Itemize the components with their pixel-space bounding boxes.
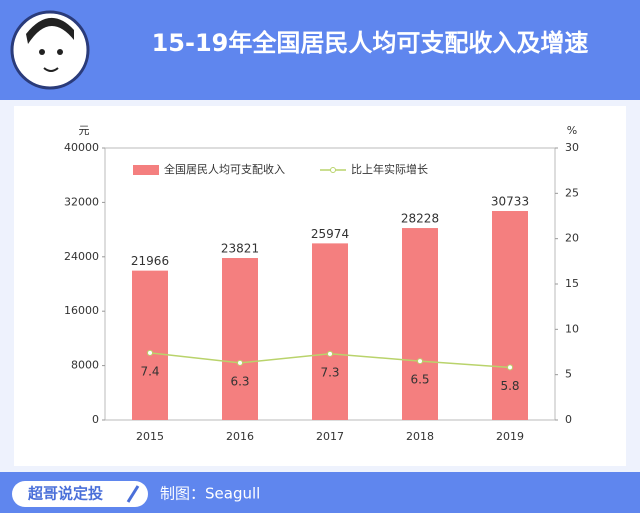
legend-swatch	[330, 167, 336, 173]
legend-swatch	[133, 165, 159, 175]
x-tick-label: 2015	[136, 430, 164, 443]
y2-tick-label: 25	[565, 186, 579, 199]
legend-label: 全国居民人均可支配收入	[164, 162, 285, 176]
y-tick-label: 16000	[64, 304, 99, 317]
y2-tick-label: 0	[565, 413, 572, 426]
bar-label: 23821	[221, 242, 259, 256]
line-label: 6.5	[410, 373, 429, 387]
bar	[492, 211, 528, 420]
brand: 超哥说定投	[27, 485, 103, 503]
bar-label: 25974	[311, 227, 349, 241]
y2-tick-label: 30	[565, 141, 579, 154]
y-tick-label: 0	[92, 413, 99, 426]
line-point	[327, 350, 333, 357]
x-tick-label: 2016	[226, 430, 254, 443]
line-label: 7.4	[140, 364, 159, 378]
line-point	[147, 349, 153, 356]
bar	[132, 270, 168, 420]
bar-label: 30733	[491, 195, 529, 209]
bar-label: 28228	[401, 212, 439, 226]
bar	[222, 258, 258, 420]
y-tick-label: 8000	[71, 359, 99, 372]
y-tick-label: 24000	[64, 250, 99, 263]
y2-tick-label: 10	[565, 322, 579, 335]
avatar-mouth	[43, 67, 59, 72]
y2-unit: %	[567, 124, 577, 137]
title: 15-19年全国居民人均可支配收入及增速	[152, 29, 589, 57]
line-label: 7.3	[320, 365, 339, 379]
line-point	[507, 364, 513, 371]
avatar-eye	[39, 49, 45, 55]
avatar-eye	[57, 49, 63, 55]
line-point	[237, 359, 243, 366]
bar	[402, 228, 438, 420]
y-tick-label: 32000	[64, 195, 99, 208]
bar	[312, 243, 348, 420]
avatar-hair	[26, 17, 74, 44]
credit: 制图：Seagull	[160, 485, 260, 503]
line-point	[417, 358, 423, 365]
legend-label: 比上年实际增长	[351, 162, 428, 176]
brand-slash	[126, 485, 140, 503]
x-tick-label: 2018	[406, 430, 434, 443]
y2-tick-label: 5	[565, 368, 572, 381]
y-tick-label: 40000	[64, 141, 99, 154]
x-tick-label: 2017	[316, 430, 344, 443]
header-bg	[0, 0, 640, 100]
y-unit: 元	[79, 124, 90, 137]
line-label: 5.8	[500, 379, 519, 393]
x-tick-label: 2019	[496, 430, 524, 443]
y2-tick-label: 15	[565, 277, 579, 290]
y2-tick-label: 20	[565, 232, 579, 245]
bar-label: 21966	[131, 254, 169, 268]
line-label: 6.3	[230, 374, 249, 388]
brand-badge	[12, 481, 148, 507]
